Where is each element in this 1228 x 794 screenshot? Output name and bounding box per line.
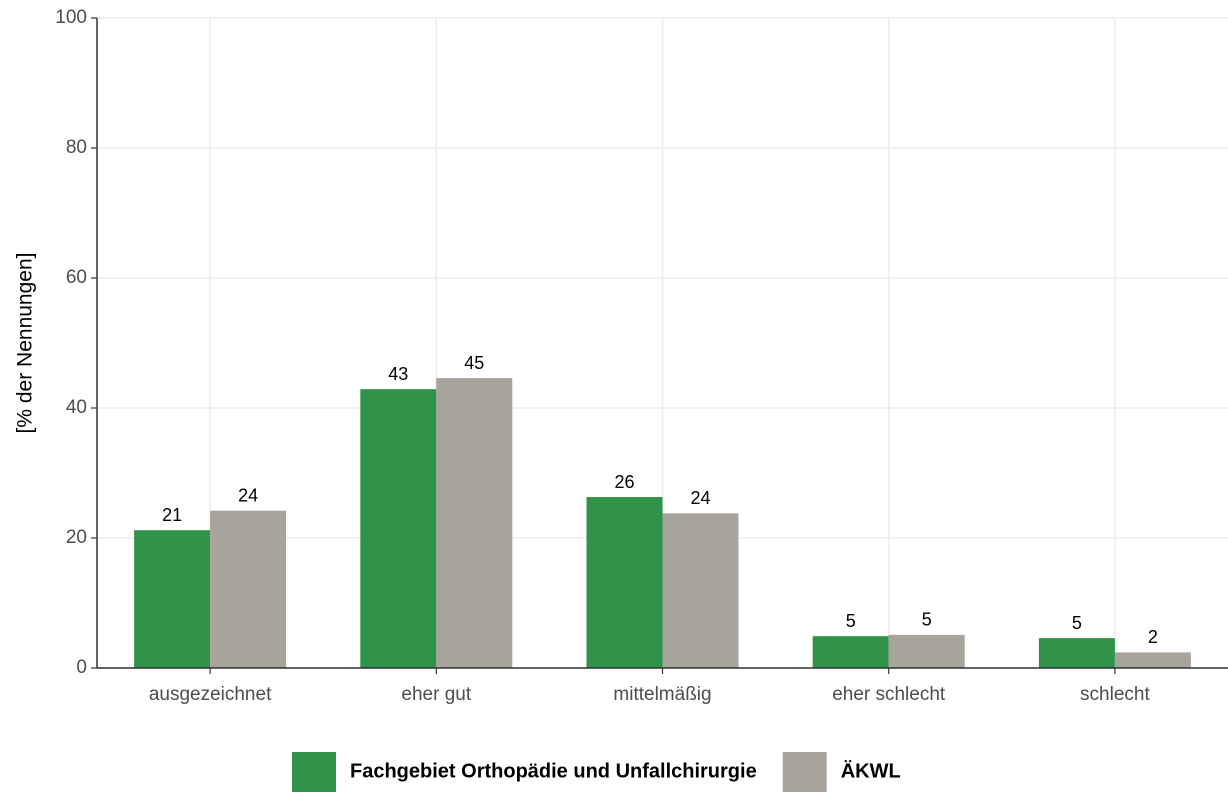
- value-label: 5: [1072, 613, 1082, 633]
- bar: [662, 513, 739, 668]
- legend-swatch: [782, 752, 827, 792]
- bar: [586, 497, 663, 668]
- y-tick-label: 60: [66, 267, 87, 288]
- bar: [1038, 638, 1115, 668]
- x-tick-label: ausgezeichnet: [149, 684, 272, 705]
- legend-label: Fachgebiet Orthopädie und Unfallchirurgi…: [350, 760, 757, 782]
- bar: [360, 389, 437, 668]
- y-tick-label: 100: [55, 7, 87, 28]
- value-label: 2: [1148, 627, 1158, 647]
- bar: [812, 636, 889, 668]
- legend: Fachgebiet Orthopädie und Unfallchirurgi…: [292, 752, 901, 792]
- value-label: 24: [238, 485, 258, 505]
- x-tick-label: schlecht: [1080, 684, 1150, 705]
- value-label: 21: [162, 505, 182, 525]
- bar: [436, 378, 513, 668]
- bar: [1114, 652, 1191, 668]
- value-label: 43: [388, 364, 408, 384]
- legend-swatch: [292, 752, 336, 792]
- value-label: 5: [922, 610, 932, 630]
- value-label: 5: [846, 611, 856, 631]
- bar: [210, 510, 287, 668]
- bar: [888, 634, 965, 668]
- value-label: 26: [614, 472, 634, 492]
- x-tick-label: eher gut: [401, 684, 471, 705]
- y-tick-label: 0: [76, 657, 87, 678]
- y-tick-label: 20: [66, 527, 87, 548]
- x-tick-label: mittelmäßig: [613, 684, 711, 705]
- y-tick-label: 40: [66, 397, 87, 418]
- y-axis-label: [% der Nennungen]: [14, 253, 37, 434]
- bar: [134, 530, 211, 668]
- legend-label: ÄKWL: [841, 759, 901, 782]
- y-tick-label: 80: [66, 137, 87, 158]
- value-label: 45: [464, 353, 484, 373]
- value-label: 24: [690, 488, 710, 508]
- x-tick-label: eher schlecht: [832, 684, 946, 705]
